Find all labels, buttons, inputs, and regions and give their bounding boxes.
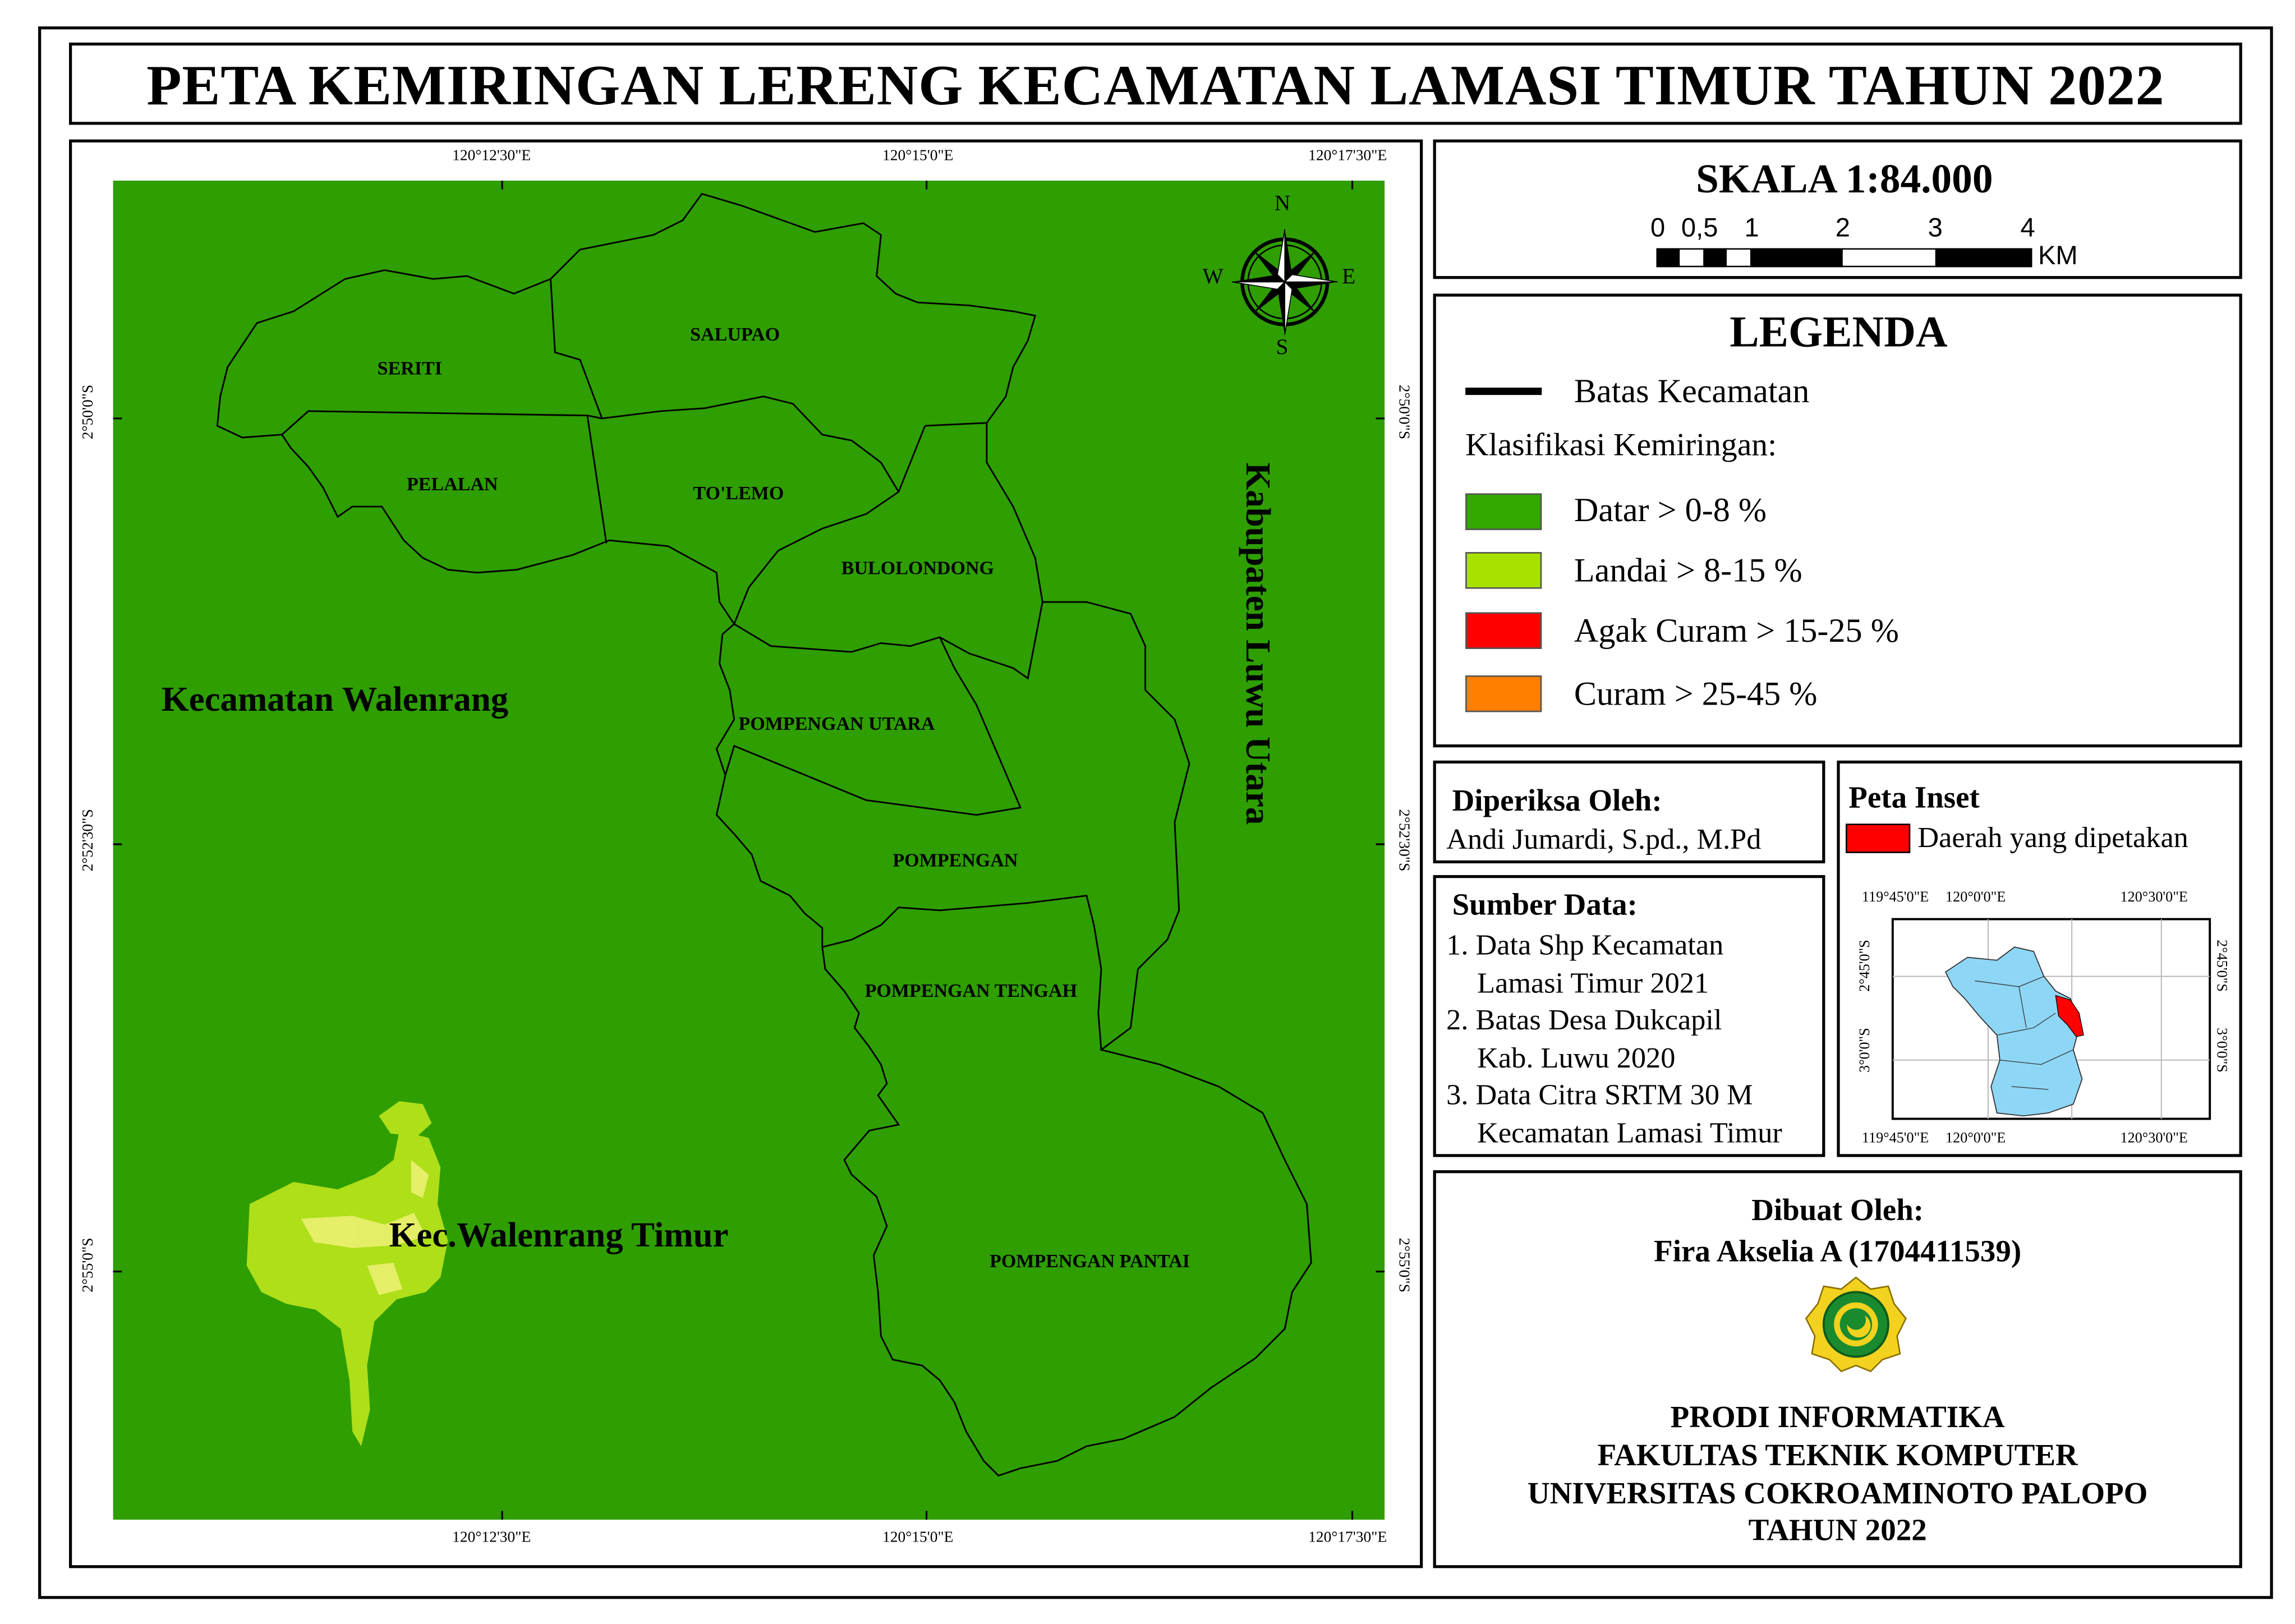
legend-label-datar: Datar > 0-8 % xyxy=(1574,491,1767,529)
inset-top-tick-2: 120°0'0"E xyxy=(1946,890,2006,906)
university-logo-icon xyxy=(1805,1276,1907,1373)
landai-bright xyxy=(301,1160,429,1295)
source-title: Sumber Data: xyxy=(1452,886,1638,922)
region-label-luwu-utara: Kabupaten Luwu Utara xyxy=(1238,462,1276,825)
inset-left-tick-2: 3°0'0"S xyxy=(1857,1028,1874,1073)
made-by-line-1: PRODI INFORMATIKA xyxy=(1670,1399,2005,1435)
title-box xyxy=(69,42,2242,125)
compass-rose-icon xyxy=(1231,229,1338,335)
compass-n: N xyxy=(1274,192,1291,216)
coord-top-2: 120°15'0"E xyxy=(882,148,954,165)
inset-top-tick-1: 119°45'0"E xyxy=(1861,890,1929,906)
coord-right-2: 2°52'30"S xyxy=(1395,809,1411,872)
compass-e: E xyxy=(1342,265,1356,289)
scale-title: SKALA 1:84.000 xyxy=(1696,157,1993,203)
coord-bottom-3: 120°17'30"E xyxy=(1308,1530,1387,1547)
legend-title: LEGENDA xyxy=(1730,308,1948,357)
inset-right-tick-2: 3°0'0"S xyxy=(2213,1028,2229,1073)
source-item-3: 3. Data Citra SRTM 30 M xyxy=(1446,1079,1753,1112)
scale-tick-0: 0 xyxy=(1650,213,1666,242)
scale-tick-2: 2 xyxy=(1835,213,1850,242)
compass-s: S xyxy=(1276,336,1289,360)
scale-tick-1: 1 xyxy=(1744,213,1759,242)
inset-bottom-tick-2: 120°0'0"E xyxy=(1946,1130,2006,1147)
village-label-seriti: SERITI xyxy=(377,357,443,379)
checked-name: Andi Jumardi, S.pd., M.Pd xyxy=(1446,823,1762,856)
legend-swatch-datar xyxy=(1465,493,1542,530)
inset-bottom-tick-3: 120°30'0"E xyxy=(2120,1130,2188,1147)
legend-label-agak-curam: Agak Curam > 15-25 % xyxy=(1574,612,1899,649)
village-label-pompengan-tengah: POMPENGAN TENGAH xyxy=(864,979,1078,1002)
compass-w: W xyxy=(1202,265,1224,289)
scale-unit: KM xyxy=(2038,241,2078,270)
legend-box xyxy=(1433,293,2242,748)
made-by-box xyxy=(1433,1170,2242,1568)
legend-class-title: Klasifikasi Kemiringan: xyxy=(1465,426,1777,463)
village-boundaries xyxy=(216,192,1312,1477)
inset-title: Peta Inset xyxy=(1848,779,1980,815)
source-item-2b: Kab. Luwu 2020 xyxy=(1477,1042,1676,1075)
checked-title: Diperiksa Oleh: xyxy=(1452,783,1662,818)
legend-swatch-agak-curam xyxy=(1465,612,1542,649)
coord-right-3: 2°55'0"S xyxy=(1395,1237,1411,1292)
coord-top-3: 120°17'30"E xyxy=(1308,148,1387,165)
legend-label-curam: Curam > 25-45 % xyxy=(1574,675,1818,712)
inset-highlight xyxy=(2055,995,2084,1037)
legend-swatch-curam xyxy=(1465,675,1542,712)
legend-swatch-landai xyxy=(1465,552,1542,589)
made-by-title: Dibuat Oleh: xyxy=(1751,1192,1924,1228)
made-by-line-3: UNIVERSITAS COKROAMINOTO PALOPO xyxy=(1527,1475,2148,1511)
coord-bottom-1: 120°12'30"E xyxy=(452,1530,531,1547)
source-item-2: 2. Batas Desa Dukcapil xyxy=(1446,1004,1722,1037)
coord-left-2: 2°52'30"S xyxy=(80,809,97,872)
village-label-tolemo: TO'LEMO xyxy=(693,481,784,504)
coord-left-1: 2°50'0"S xyxy=(80,384,97,440)
village-label-pompengan-pantai: POMPENGAN PANTAI xyxy=(990,1249,1190,1272)
scale-tick-4: 4 xyxy=(2020,213,2035,242)
legend-label-landai: Landai > 8-15 % xyxy=(1574,552,1802,589)
checked-box xyxy=(1433,760,1825,864)
village-label-pelalan: PELALAN xyxy=(407,472,498,495)
coord-left-3: 2°55'0"S xyxy=(80,1237,97,1292)
village-label-pompengan: POMPENGAN xyxy=(893,848,1018,871)
inset-legend-label: Daerah yang dipetakan xyxy=(1917,822,2188,855)
inset-top-tick-3: 120°30'0"E xyxy=(2120,890,2188,906)
source-item-3b: Kecamatan Lamasi Timur xyxy=(1477,1117,1782,1150)
made-by-name: Fira Akselia A (1704411539) xyxy=(1654,1233,2022,1269)
region-label-walenrang: Kecamatan Walenrang xyxy=(161,681,509,720)
legend-boundary-label: Batas Kecamatan xyxy=(1574,372,1810,410)
boundary-line-icon xyxy=(1465,387,1542,395)
map-title: PETA KEMIRINGAN LERENG KECAMATAN LAMASI … xyxy=(146,54,2165,118)
source-item-1: 1. Data Shp Kecamatan xyxy=(1446,929,1724,962)
inset-legend-swatch xyxy=(1846,823,1911,853)
coord-right-1: 2°50'0"S xyxy=(1395,384,1411,440)
village-label-bulolondong: BULOLONDONG xyxy=(841,556,995,579)
inset-left-tick-1: 2°45'0"S xyxy=(1857,940,1874,992)
scale-tick-05: 0,5 xyxy=(1681,213,1718,242)
scale-bar xyxy=(1656,248,2032,268)
slope-map xyxy=(113,180,1385,1520)
village-label-pompengan-utara: POMPENGAN UTARA xyxy=(738,712,935,734)
landai-patches xyxy=(246,1101,448,1447)
made-by-line-4: TAHUN 2022 xyxy=(1748,1512,1927,1548)
inset-bottom-tick-1: 119°45'0"E xyxy=(1861,1130,1929,1147)
source-box xyxy=(1433,875,1825,1157)
village-label-salupao: SALUPAO xyxy=(690,323,780,346)
source-item-1b: Lamasi Timur 2021 xyxy=(1477,967,1709,1000)
coord-bottom-2: 120°15'0"E xyxy=(882,1530,954,1547)
inset-map xyxy=(1891,918,2211,1120)
region-label-walenrang-timur: Kec.Walenrang Timur xyxy=(389,1217,729,1255)
made-by-line-2: FAKULTAS TEKNIK KOMPUTER xyxy=(1597,1437,2078,1473)
inset-right-tick-1: 2°45'0"S xyxy=(2213,940,2229,992)
scale-tick-3: 3 xyxy=(1928,213,1943,242)
coord-top-1: 120°12'30"E xyxy=(452,148,531,165)
